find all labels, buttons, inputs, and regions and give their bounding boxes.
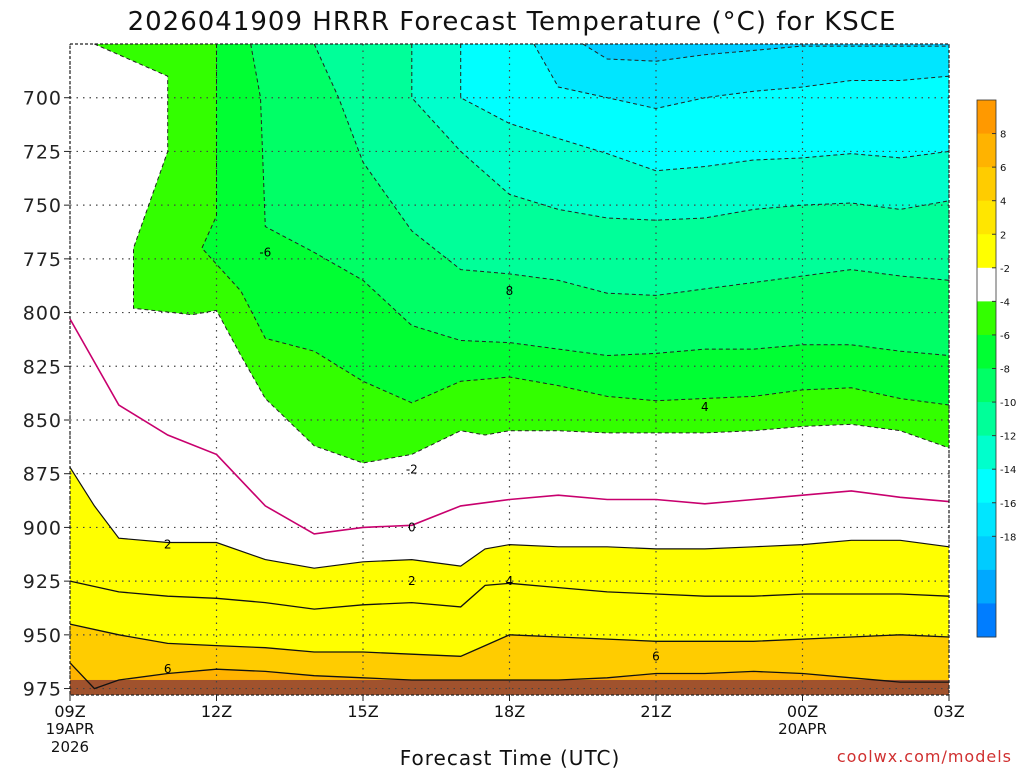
contour-label: 8 bbox=[506, 284, 514, 298]
credit-link[interactable]: coolwx.com/models bbox=[837, 747, 1012, 766]
x-tick-label: 09Z bbox=[54, 702, 85, 721]
isotherm-line--10 bbox=[411, 44, 950, 221]
contour-label: 6 bbox=[164, 662, 172, 676]
y-tick-label: 925 bbox=[23, 571, 62, 593]
colorbar-swatch bbox=[977, 469, 996, 504]
isotherm-line--8 bbox=[313, 43, 950, 296]
colorbar-swatch bbox=[977, 435, 996, 470]
y-tick-label: 900 bbox=[23, 517, 62, 539]
colorbar-swatch bbox=[977, 267, 996, 302]
colorbar-swatch bbox=[977, 133, 996, 168]
x-tick-sublabel: 20APR bbox=[778, 720, 827, 738]
colorbar-swatch bbox=[977, 167, 996, 202]
colorbar-label: -6 bbox=[1000, 331, 1010, 342]
colorbar-label: 6 bbox=[1000, 163, 1006, 174]
y-tick-label: 850 bbox=[23, 410, 62, 432]
contour-label: 6 bbox=[652, 649, 660, 663]
x-axis-label: Forecast Time (UTC) bbox=[400, 746, 621, 768]
colorbar-label: 2 bbox=[1000, 230, 1006, 241]
contour-labels: -2 4 -6 8 6 6 4 2 2 0 bbox=[164, 245, 709, 676]
y-tick-label: 975 bbox=[23, 679, 62, 701]
x-tick-label: 18Z bbox=[494, 702, 525, 721]
colorbar-label: -12 bbox=[1000, 432, 1016, 443]
y-tick-label: 750 bbox=[23, 195, 62, 217]
y-tick-label: 775 bbox=[23, 249, 62, 271]
contour-label: 2 bbox=[408, 574, 416, 588]
y-tick-label: 725 bbox=[23, 141, 62, 163]
colorbar-label: -10 bbox=[1000, 398, 1016, 409]
contour-label: 4 bbox=[701, 400, 709, 414]
colorbar-swatch bbox=[977, 402, 996, 437]
x-tick-sublabel: 2026 bbox=[51, 738, 89, 756]
colorbar-swatch bbox=[977, 200, 996, 235]
colorbar-swatch bbox=[977, 301, 996, 336]
contour-label: 2 bbox=[164, 538, 172, 552]
colorbar-label: -16 bbox=[1000, 499, 1016, 510]
colorbar-label: -18 bbox=[1000, 532, 1016, 543]
isotherm-line--14 bbox=[533, 43, 950, 110]
y-tick-label: 950 bbox=[23, 625, 62, 647]
colorbar-label: 4 bbox=[1000, 197, 1006, 208]
isotherm-line-4 bbox=[69, 623, 950, 657]
isotherm-line-6 bbox=[69, 662, 949, 690]
fill-region-above--16 bbox=[582, 44, 949, 62]
y-tick-label: 825 bbox=[23, 356, 62, 378]
isotherm-line--6 bbox=[250, 43, 950, 357]
x-tick-label: 00Z bbox=[787, 702, 818, 721]
gridlines bbox=[69, 44, 950, 695]
colorbar-swatch bbox=[977, 334, 996, 369]
isotherm-line-0-lower bbox=[69, 466, 950, 569]
colorbar-swatch bbox=[977, 569, 996, 604]
colorbar-swatch bbox=[977, 234, 996, 269]
colorbar-swatch bbox=[977, 100, 996, 135]
contour-label: -6 bbox=[259, 245, 271, 259]
y-tick-label: 700 bbox=[23, 88, 62, 110]
colorbar-swatch bbox=[977, 368, 996, 403]
contour-label: 4 bbox=[506, 574, 514, 588]
x-tick-label: 15Z bbox=[347, 702, 378, 721]
isotherm-line--16 bbox=[582, 43, 949, 62]
colorbar-label: -4 bbox=[1000, 297, 1010, 308]
colorbar-label: -8 bbox=[1000, 365, 1010, 376]
colorbar: 8 6 4 2 -2 -4 -6 -8 -10 -12 -14 -16 -18 bbox=[976, 99, 1016, 638]
colorbar-label: -14 bbox=[1000, 465, 1016, 476]
isotherm-lines bbox=[69, 43, 950, 690]
x-tick-label: 21Z bbox=[640, 702, 671, 721]
colorbar-swatch bbox=[977, 603, 996, 638]
ground-surface bbox=[70, 679, 949, 695]
isotherm-line-2 bbox=[69, 580, 950, 610]
colorbar-label: -2 bbox=[1000, 264, 1010, 275]
isotherm-line--12 bbox=[460, 44, 950, 172]
plot-area bbox=[70, 44, 949, 695]
colorbar-label: 8 bbox=[1000, 130, 1006, 141]
isotherm-line--4 bbox=[201, 44, 950, 406]
contour-label: 0 bbox=[408, 520, 416, 534]
colorbar-swatch bbox=[977, 502, 996, 537]
x-tick-label: 03Z bbox=[933, 702, 964, 721]
axes: 70072575077580082585087590092595097509Z1… bbox=[23, 43, 965, 756]
chart-title: 2026041909 HRRR Forecast Temperature (°C… bbox=[128, 7, 897, 37]
y-tick-label: 875 bbox=[23, 464, 62, 486]
x-tick-sublabel: 19APR bbox=[46, 720, 95, 738]
colorbar-swatch bbox=[977, 536, 996, 571]
contour-label: -2 bbox=[406, 462, 418, 476]
y-tick-label: 800 bbox=[23, 303, 62, 325]
freezing-level-line bbox=[69, 318, 950, 535]
x-tick-label: 12Z bbox=[201, 702, 232, 721]
